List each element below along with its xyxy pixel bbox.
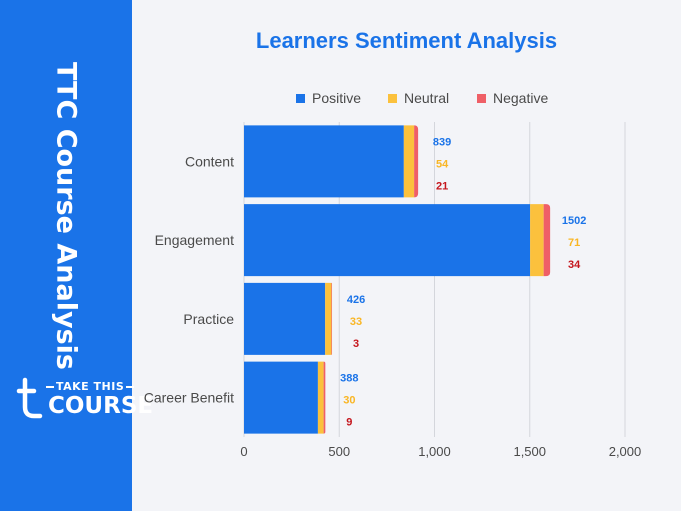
bar-segment-neutral xyxy=(317,361,324,434)
bar-segment-negative xyxy=(543,204,551,277)
chart-title: Learners Sentiment Analysis xyxy=(255,28,558,53)
category-label: Career Benefit xyxy=(144,390,234,406)
data-label-positive: 839 xyxy=(433,136,451,148)
bar-segment-positive xyxy=(244,361,318,434)
data-label-negative: 3 xyxy=(353,338,359,350)
legend-label-positive: Positive xyxy=(312,90,361,106)
x-tick-label: 1,500 xyxy=(513,444,546,459)
data-label-positive: 1502 xyxy=(562,215,586,227)
bar-segment-negative xyxy=(331,282,333,355)
bars xyxy=(244,125,551,434)
axis-labels: 0 500 1,000 1,500 2,000 Content Engagement Prac… xyxy=(144,153,642,459)
legend-swatch-positive xyxy=(296,94,305,103)
legend-label-neutral: Neutral xyxy=(404,90,449,106)
category-label: Content xyxy=(185,153,234,169)
logo-text-bottom: COURSE xyxy=(48,393,154,419)
bar-segment-positive xyxy=(244,282,326,355)
x-tick-label: 500 xyxy=(328,444,350,459)
data-label-negative: 34 xyxy=(568,259,581,271)
legend-swatch-neutral xyxy=(388,94,397,103)
bar-segment-neutral xyxy=(403,125,415,198)
data-label-neutral: 33 xyxy=(350,316,362,328)
logo-top-label: TAKE THIS xyxy=(56,380,125,393)
bar-segment-negative xyxy=(323,361,326,434)
bar-segment-neutral xyxy=(325,282,332,355)
bar-segment-positive xyxy=(244,125,404,198)
x-tick-label: 2,000 xyxy=(609,444,642,459)
legend-swatch-negative xyxy=(477,94,486,103)
x-tick-label: 1,000 xyxy=(418,444,451,459)
bar-segment-positive xyxy=(244,204,531,277)
sidebar: TTC Course Analysis TAKE THIS COURSE xyxy=(0,0,153,511)
x-tick-label: 0 xyxy=(240,444,247,459)
category-label: Practice xyxy=(183,311,234,327)
data-label-negative: 21 xyxy=(436,180,448,192)
logo-t-icon xyxy=(16,377,43,419)
take-this-course-logo: TAKE THIS COURSE xyxy=(16,376,153,424)
category-label: Engagement xyxy=(155,232,235,248)
data-label-negative: 9 xyxy=(346,417,352,429)
data-label-positive: 388 xyxy=(340,373,358,385)
bar-segment-negative xyxy=(414,125,419,198)
legend: Positive Neutral Negative xyxy=(296,90,548,106)
data-label-neutral: 30 xyxy=(343,395,355,407)
legend-label-negative: Negative xyxy=(493,90,548,106)
logo-text-top: TAKE THIS xyxy=(46,380,135,393)
bar-segment-neutral xyxy=(530,204,544,277)
data-label-neutral: 54 xyxy=(436,158,449,170)
data-label-neutral: 71 xyxy=(568,237,580,249)
data-label-positive: 426 xyxy=(347,294,365,306)
